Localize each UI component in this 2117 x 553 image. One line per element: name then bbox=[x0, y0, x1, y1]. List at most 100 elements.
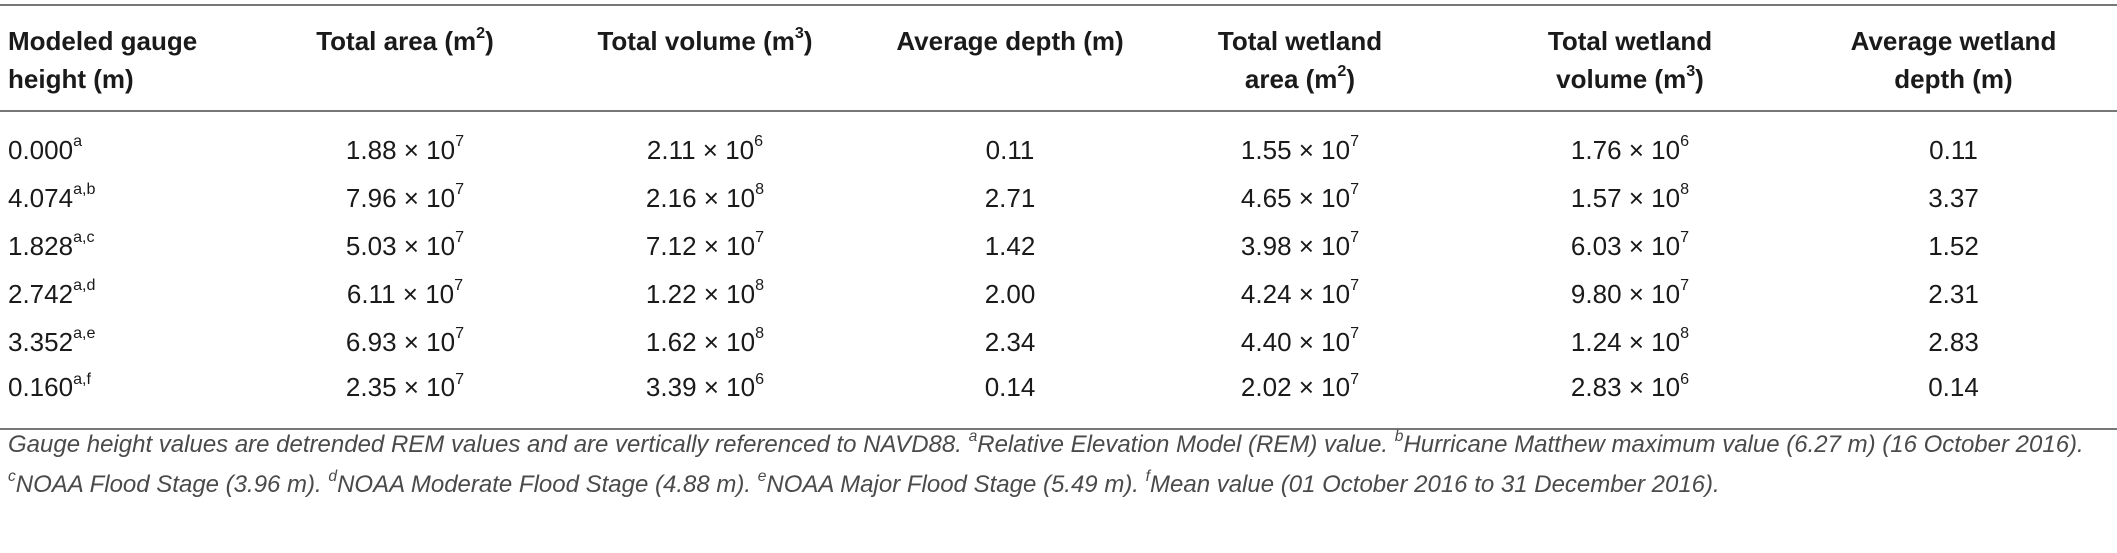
mantissa: 1.55 bbox=[1240, 134, 1292, 165]
exponent: 6 bbox=[1680, 132, 1690, 151]
exponent: 8 bbox=[755, 180, 765, 199]
exponent: 7 bbox=[455, 369, 465, 388]
times-sign: × 10 bbox=[1621, 230, 1681, 261]
gauge-footnote-mark: a,f bbox=[73, 369, 91, 388]
mantissa: 1.62 bbox=[645, 326, 697, 357]
mantissa: 6.03 bbox=[1570, 230, 1622, 261]
header-line-2: volume (m bbox=[1556, 64, 1687, 94]
total-volume-cell: 1.22 × 108 bbox=[520, 270, 890, 318]
gauge-value: 0.160 bbox=[8, 372, 74, 402]
times-sign: × 10 bbox=[396, 326, 456, 357]
table-row: 2.742a,d 6.11 × 107 1.22 × 108 2.00 4.24 × 1… bbox=[0, 270, 2117, 318]
times-sign: × 10 bbox=[1291, 182, 1351, 213]
gauge-footnote-mark: a bbox=[73, 132, 83, 151]
footnote-text: Relative Elevation Model (REM) value. bbox=[977, 431, 1395, 458]
exponent: 8 bbox=[1680, 180, 1690, 199]
exponent: 8 bbox=[755, 276, 765, 295]
gauge-height-cell: 1.828a,c bbox=[0, 222, 290, 270]
average-depth-cell: 2.00 bbox=[984, 278, 1036, 309]
mantissa: 2.35 bbox=[345, 372, 397, 402]
exponent: 7 bbox=[1350, 180, 1360, 199]
footnote-notes: aRelative Elevation Model (REM) value. b… bbox=[8, 427, 2084, 498]
wetland-depth-cell: 0.14 bbox=[1790, 366, 2117, 430]
average-depth-cell: 2.71 bbox=[984, 182, 1036, 213]
mantissa: 3.39 bbox=[645, 372, 697, 402]
times-sign: × 10 bbox=[1621, 326, 1681, 357]
gauge-height-cell: 4.074a,b bbox=[0, 174, 290, 222]
header-line-1: Average wetland bbox=[1850, 26, 2057, 56]
footnote-mark: b bbox=[1394, 427, 1404, 445]
header-line-1: Modeled gauge bbox=[8, 26, 198, 56]
mantissa: 2.02 bbox=[1240, 372, 1292, 402]
mantissa: 1.57 bbox=[1570, 182, 1622, 213]
data-table: Modeled gauge height (m) Total area (m2) To… bbox=[0, 4, 2117, 430]
times-sign: × 10 bbox=[1291, 372, 1351, 402]
header-unit-close: ) bbox=[803, 26, 813, 56]
mantissa: 7.12 bbox=[645, 230, 697, 261]
times-sign: × 10 bbox=[696, 230, 756, 261]
header-line-2: depth (m) bbox=[1894, 64, 2013, 94]
column-header: Average wetland depth (m) bbox=[1790, 4, 2117, 112]
footnote-text: NOAA Moderate Flood Stage (4.88 m). bbox=[337, 471, 758, 498]
mantissa: 6.93 bbox=[345, 326, 397, 357]
gauge-value: 1.828 bbox=[8, 230, 74, 261]
footnote-intro: Gauge height values are detrended REM va… bbox=[8, 431, 969, 458]
exponent: 7 bbox=[1350, 132, 1360, 151]
exponent: 7 bbox=[455, 228, 465, 247]
footnote-text: NOAA Flood Stage (3.96 m). bbox=[15, 471, 329, 498]
mantissa: 1.24 bbox=[1570, 326, 1622, 357]
wetland-volume-cell: 1.57 × 108 bbox=[1470, 174, 1790, 222]
times-sign: × 10 bbox=[396, 134, 456, 165]
total-area-cell: 6.93 × 107 bbox=[290, 318, 520, 366]
exponent: 7 bbox=[1350, 276, 1360, 295]
header-line-1: Total area (m bbox=[316, 26, 477, 56]
times-sign: × 10 bbox=[1291, 326, 1351, 357]
times-sign: × 10 bbox=[1621, 278, 1681, 309]
gauge-footnote-mark: a,d bbox=[73, 276, 96, 295]
table-body: 0.000a 1.88 × 107 2.11 × 106 0.11 1.55 × 107… bbox=[0, 111, 2117, 430]
mantissa: 9.80 bbox=[1570, 278, 1622, 309]
mantissa: 3.98 bbox=[1240, 230, 1292, 261]
wetland-area-cell: 2.02 × 107 bbox=[1130, 366, 1470, 430]
table-footnote: Gauge height values are detrended REM va… bbox=[8, 425, 2108, 505]
total-area-cell: 2.35 × 107 bbox=[290, 366, 520, 430]
gauge-value: 3.352 bbox=[8, 326, 74, 357]
times-sign: × 10 bbox=[1621, 134, 1681, 165]
times-sign: × 10 bbox=[1621, 372, 1681, 402]
header-unit-close: ) bbox=[1346, 64, 1356, 94]
gauge-height-cell: 0.160a,f bbox=[0, 366, 290, 430]
mantissa: 7.96 bbox=[345, 182, 397, 213]
exponent: 6 bbox=[755, 369, 765, 388]
column-header: Total wetland area (m2) bbox=[1130, 4, 1470, 112]
times-sign: × 10 bbox=[396, 182, 456, 213]
times-sign: × 10 bbox=[396, 230, 456, 261]
wetland-volume-cell: 1.76 × 106 bbox=[1470, 111, 1790, 174]
wetland-area-cell: 4.40 × 107 bbox=[1130, 318, 1470, 366]
footnote-mark: c bbox=[8, 467, 16, 485]
mantissa: 6.11 bbox=[346, 278, 396, 309]
header-unit-close: ) bbox=[1695, 64, 1704, 94]
times-sign: × 10 bbox=[1291, 278, 1351, 309]
total-area-cell: 7.96 × 107 bbox=[290, 174, 520, 222]
total-volume-cell: 7.12 × 107 bbox=[520, 222, 890, 270]
exponent: 8 bbox=[1680, 324, 1690, 343]
exponent: 7 bbox=[1680, 276, 1690, 295]
wetland-volume-cell: 2.83 × 106 bbox=[1470, 366, 1790, 430]
footnote-text: Mean value (01 October 2016 to 31 Decemb… bbox=[1150, 471, 1720, 498]
exponent: 7 bbox=[455, 324, 465, 343]
wetland-depth-cell: 0.11 bbox=[1929, 134, 1978, 165]
mantissa: 2.16 bbox=[645, 182, 697, 213]
gauge-footnote-mark: a,c bbox=[73, 228, 95, 247]
table-row: 4.074a,b 7.96 × 107 2.16 × 10 8 2.71 4.65 × 1… bbox=[0, 174, 2117, 222]
times-sign: × 10 bbox=[396, 372, 456, 402]
exponent: 7 bbox=[755, 228, 765, 247]
footnote-text: NOAA Major Flood Stage (5.49 m). bbox=[766, 471, 1146, 498]
times-sign: × 10 bbox=[1291, 230, 1351, 261]
table-row: 3.352a,e 6.93 × 107 1.62 × 108 2.34 4.40 × 1… bbox=[0, 318, 2117, 366]
mantissa: 4.65 bbox=[1240, 182, 1292, 213]
table-row: 0.160a,f 2.35 × 107 3.39 × 106 0.14 2.02 × 1… bbox=[0, 366, 2117, 430]
column-header: Total wetland volume (m3) bbox=[1470, 4, 1790, 112]
exponent: 7 bbox=[1350, 369, 1360, 388]
header-unit-close: ) bbox=[485, 26, 494, 56]
